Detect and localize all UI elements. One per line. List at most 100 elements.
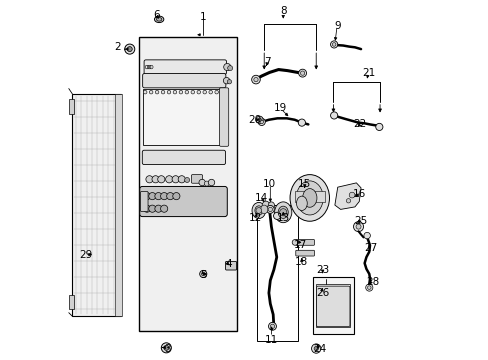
Circle shape xyxy=(173,90,176,94)
Circle shape xyxy=(223,63,230,71)
Circle shape xyxy=(253,77,258,82)
Circle shape xyxy=(148,205,156,212)
Circle shape xyxy=(332,42,335,46)
Circle shape xyxy=(367,286,370,289)
Circle shape xyxy=(178,176,185,183)
Bar xyxy=(115,94,122,316)
Text: 14: 14 xyxy=(255,193,268,203)
Text: 27: 27 xyxy=(364,243,377,253)
Circle shape xyxy=(279,209,286,216)
Bar xyxy=(294,192,325,202)
Circle shape xyxy=(155,90,159,94)
Circle shape xyxy=(313,346,318,351)
Ellipse shape xyxy=(274,202,291,223)
Circle shape xyxy=(251,75,260,84)
Circle shape xyxy=(172,193,180,200)
Circle shape xyxy=(143,90,147,94)
FancyBboxPatch shape xyxy=(142,150,225,165)
Text: 1: 1 xyxy=(200,12,206,22)
Text: 12: 12 xyxy=(248,213,262,222)
Circle shape xyxy=(221,90,224,94)
Text: 28: 28 xyxy=(366,277,379,287)
Text: 23: 23 xyxy=(315,265,328,275)
Bar xyxy=(69,99,74,114)
Ellipse shape xyxy=(296,196,306,211)
Circle shape xyxy=(298,69,306,77)
Circle shape xyxy=(158,176,164,183)
Circle shape xyxy=(214,90,218,94)
Circle shape xyxy=(160,193,167,200)
Circle shape xyxy=(292,239,297,245)
Circle shape xyxy=(255,208,261,213)
Circle shape xyxy=(375,123,382,131)
Circle shape xyxy=(365,284,372,291)
Circle shape xyxy=(161,90,164,94)
Ellipse shape xyxy=(278,206,287,219)
Ellipse shape xyxy=(154,16,163,23)
Circle shape xyxy=(161,343,171,353)
Bar xyxy=(316,284,349,327)
Text: 4: 4 xyxy=(224,259,231,269)
Circle shape xyxy=(363,232,369,239)
Text: 2: 2 xyxy=(114,42,120,52)
Circle shape xyxy=(300,71,304,75)
Circle shape xyxy=(257,118,261,122)
Circle shape xyxy=(227,80,231,84)
Bar xyxy=(139,37,237,330)
Polygon shape xyxy=(334,183,360,210)
Circle shape xyxy=(149,90,153,94)
Circle shape xyxy=(201,272,204,276)
Circle shape xyxy=(127,46,132,51)
Circle shape xyxy=(208,90,212,94)
Ellipse shape xyxy=(260,205,267,214)
Circle shape xyxy=(208,179,214,186)
Circle shape xyxy=(179,90,183,94)
Circle shape xyxy=(160,205,167,212)
Circle shape xyxy=(148,193,156,200)
Circle shape xyxy=(255,116,263,123)
FancyBboxPatch shape xyxy=(144,60,226,74)
FancyBboxPatch shape xyxy=(295,239,314,245)
Text: 24: 24 xyxy=(312,343,326,354)
Circle shape xyxy=(260,120,263,124)
Circle shape xyxy=(165,176,172,183)
Circle shape xyxy=(330,41,337,48)
Circle shape xyxy=(143,205,150,212)
Circle shape xyxy=(155,193,162,200)
Text: 9: 9 xyxy=(334,21,340,31)
Ellipse shape xyxy=(289,175,329,221)
Circle shape xyxy=(197,90,200,94)
Text: 15: 15 xyxy=(298,179,311,189)
Circle shape xyxy=(258,118,265,126)
Text: 21: 21 xyxy=(362,68,375,78)
Circle shape xyxy=(273,212,280,220)
Circle shape xyxy=(145,176,153,183)
Circle shape xyxy=(330,112,337,119)
Ellipse shape xyxy=(296,181,323,215)
Text: 16: 16 xyxy=(352,189,365,199)
Circle shape xyxy=(199,270,206,278)
Circle shape xyxy=(353,222,363,231)
Circle shape xyxy=(167,90,170,94)
Text: 13: 13 xyxy=(276,213,289,222)
Bar xyxy=(143,89,224,145)
Circle shape xyxy=(268,322,276,330)
Circle shape xyxy=(163,345,168,350)
FancyBboxPatch shape xyxy=(140,186,227,217)
Text: 29: 29 xyxy=(79,250,92,260)
Text: 26: 26 xyxy=(315,288,328,298)
Text: 11: 11 xyxy=(264,334,278,345)
Circle shape xyxy=(204,181,209,186)
Circle shape xyxy=(311,344,320,353)
Circle shape xyxy=(199,179,205,186)
Circle shape xyxy=(172,176,179,183)
Text: 19: 19 xyxy=(273,103,286,113)
Ellipse shape xyxy=(262,201,269,211)
Circle shape xyxy=(348,192,354,198)
Circle shape xyxy=(267,207,272,212)
Ellipse shape xyxy=(267,202,274,210)
Text: 3: 3 xyxy=(164,343,170,354)
Circle shape xyxy=(227,66,232,71)
Text: 17: 17 xyxy=(293,239,306,249)
FancyBboxPatch shape xyxy=(142,73,225,88)
